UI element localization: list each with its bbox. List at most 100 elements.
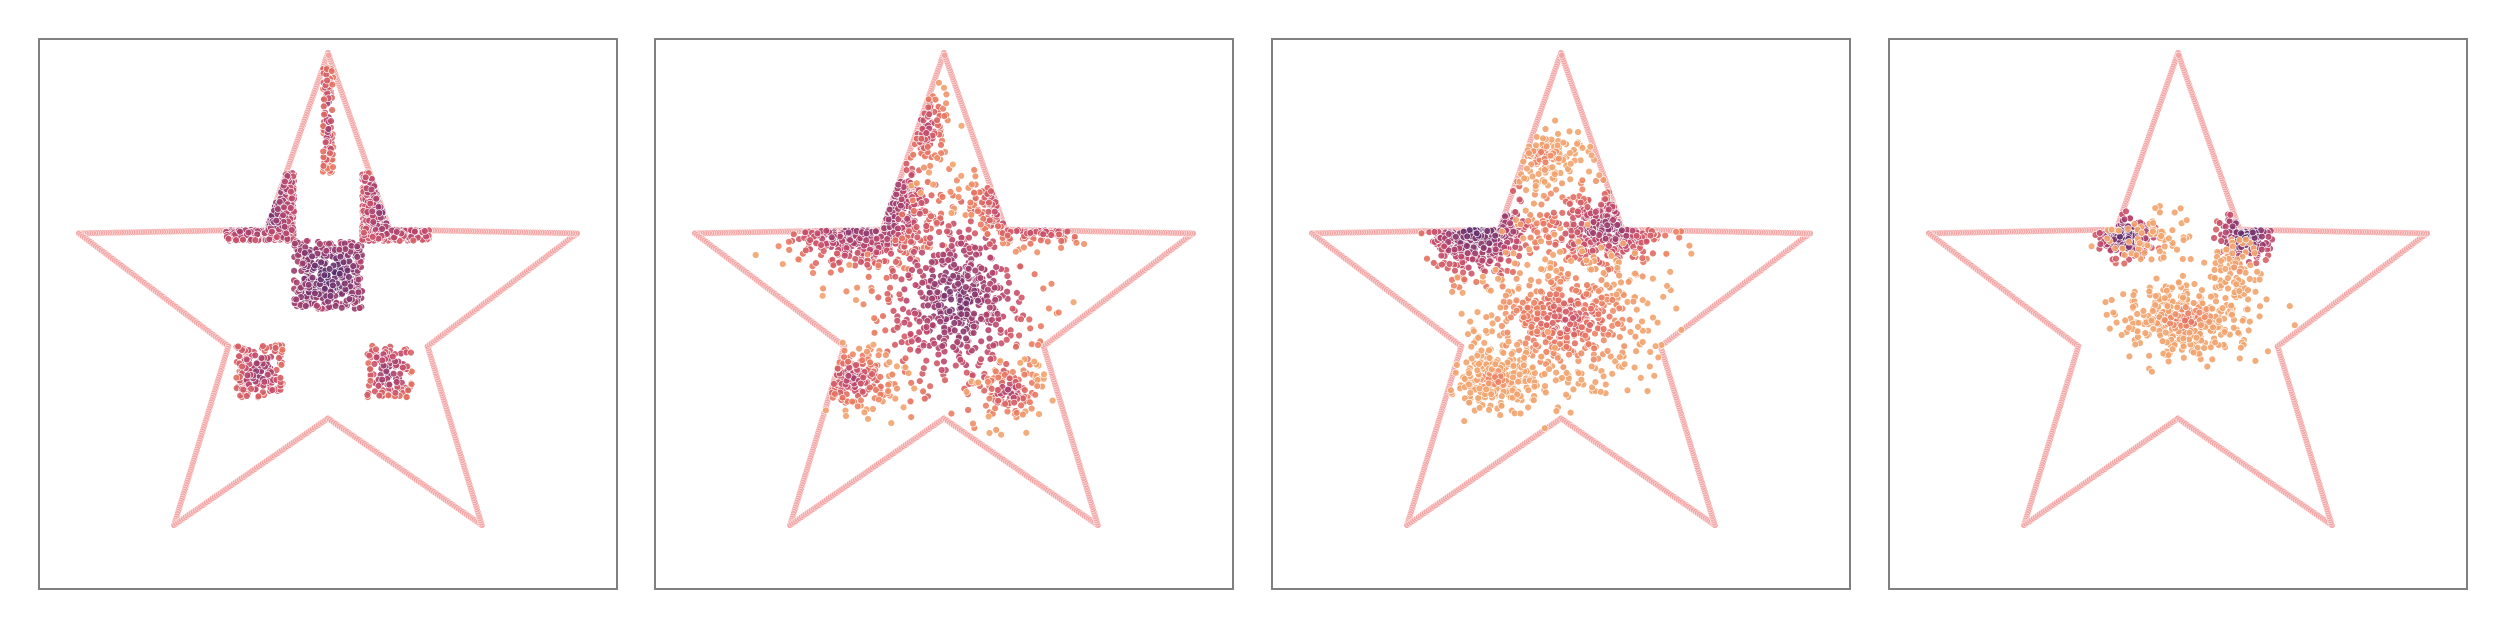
scatter-point bbox=[906, 345, 914, 354]
scatter-point bbox=[1019, 410, 1027, 419]
scatter-point bbox=[326, 149, 334, 157]
scatter-point bbox=[911, 281, 920, 289]
scatter-point bbox=[353, 253, 361, 261]
scatter-point bbox=[879, 312, 887, 320]
scatter-point bbox=[391, 389, 400, 397]
scatter-point bbox=[974, 378, 982, 387]
scatter-point bbox=[927, 191, 936, 200]
scatter-point bbox=[957, 122, 966, 130]
scatter-point bbox=[232, 374, 241, 382]
scatter-point bbox=[384, 391, 393, 399]
scatter-point bbox=[1026, 324, 1034, 333]
scatter-point bbox=[389, 352, 397, 361]
scatter-point bbox=[965, 234, 973, 242]
scatter-point bbox=[940, 84, 948, 92]
scatter-point bbox=[924, 143, 932, 151]
scatter-point bbox=[1003, 288, 1011, 296]
scatter-point bbox=[906, 255, 914, 263]
scatter-point bbox=[940, 112, 949, 120]
scatter-point bbox=[906, 397, 915, 406]
scatter-point bbox=[1055, 308, 1063, 317]
scatter-point bbox=[1069, 298, 1078, 306]
scatter-point bbox=[987, 187, 995, 195]
scatter-point bbox=[1012, 343, 1020, 351]
scatter-point bbox=[944, 256, 952, 264]
scatter-point bbox=[901, 354, 910, 362]
scatter-point bbox=[316, 240, 324, 248]
scatter-point bbox=[365, 351, 373, 360]
scatter-point bbox=[822, 227, 831, 235]
scatter-point bbox=[1033, 248, 1041, 257]
scatter-point bbox=[907, 413, 915, 421]
scatter-point bbox=[844, 228, 853, 237]
scatter-point bbox=[320, 271, 329, 279]
scatter-point bbox=[368, 207, 376, 216]
scatter-point bbox=[910, 207, 918, 215]
scatter-point bbox=[943, 227, 951, 236]
scatter-point bbox=[895, 290, 904, 299]
scatter-point bbox=[983, 230, 992, 238]
scatter-point bbox=[996, 357, 1004, 365]
scatter-point bbox=[328, 67, 336, 75]
scatter-point bbox=[1031, 391, 1039, 399]
scatter-point bbox=[852, 296, 860, 304]
scatter-point bbox=[868, 287, 876, 295]
scatter-point bbox=[224, 235, 233, 243]
scatter-point bbox=[887, 250, 895, 258]
scatter-point bbox=[898, 210, 906, 219]
scatter-point bbox=[945, 307, 954, 315]
scatter-point bbox=[1071, 233, 1079, 241]
scatter-point bbox=[841, 251, 849, 260]
scatter-point bbox=[934, 350, 943, 359]
scatter-point bbox=[1001, 400, 1009, 408]
scatter-point bbox=[928, 258, 936, 266]
scatter-point bbox=[1048, 396, 1057, 405]
scatter-point bbox=[848, 397, 856, 406]
scatter-point bbox=[875, 395, 883, 404]
scatter-point bbox=[962, 283, 970, 291]
scatter-point bbox=[407, 380, 416, 388]
scatter-point bbox=[827, 268, 835, 277]
scatter-point bbox=[918, 279, 926, 287]
scatter-point bbox=[869, 405, 877, 413]
scatter-point bbox=[957, 172, 965, 180]
scatter-point bbox=[951, 326, 959, 335]
scatter-point bbox=[421, 227, 429, 235]
scatter-point bbox=[271, 344, 280, 352]
scatter-point bbox=[308, 252, 316, 261]
scatter-point bbox=[840, 347, 849, 355]
scatter-point bbox=[1047, 231, 1055, 239]
scatter-point bbox=[874, 293, 883, 302]
scatter-point bbox=[984, 326, 993, 334]
scatter-point bbox=[917, 189, 925, 197]
scatter-point bbox=[290, 267, 298, 275]
scatter-point bbox=[1026, 240, 1035, 248]
scatter-point bbox=[1057, 237, 1065, 245]
scatter-point bbox=[859, 388, 867, 396]
scatter-point bbox=[936, 317, 944, 326]
scatter-point bbox=[305, 281, 313, 289]
scatter-point bbox=[818, 292, 827, 300]
scatter-point bbox=[343, 266, 352, 275]
scatter-point bbox=[907, 171, 916, 179]
scatter-point bbox=[903, 215, 911, 223]
scatter-point bbox=[904, 271, 913, 280]
scatter-point bbox=[298, 259, 307, 268]
scatter-point bbox=[1017, 401, 1025, 410]
scatter-point bbox=[929, 321, 937, 329]
scatter-point bbox=[842, 412, 850, 420]
scatter-point bbox=[238, 362, 246, 371]
scatter-point bbox=[866, 358, 874, 366]
scatter-point bbox=[966, 198, 975, 207]
scatter-point bbox=[894, 224, 902, 233]
scatter-point bbox=[882, 351, 890, 359]
scatter-point bbox=[933, 359, 941, 367]
scatter-point bbox=[339, 258, 348, 266]
scatter-point bbox=[321, 285, 329, 293]
scatter-point bbox=[1014, 382, 1023, 390]
scatter-point bbox=[931, 95, 940, 104]
scatter-point bbox=[874, 351, 883, 359]
scatter-point bbox=[947, 209, 956, 217]
scatter-point bbox=[812, 259, 820, 267]
scatter-point bbox=[870, 314, 878, 322]
